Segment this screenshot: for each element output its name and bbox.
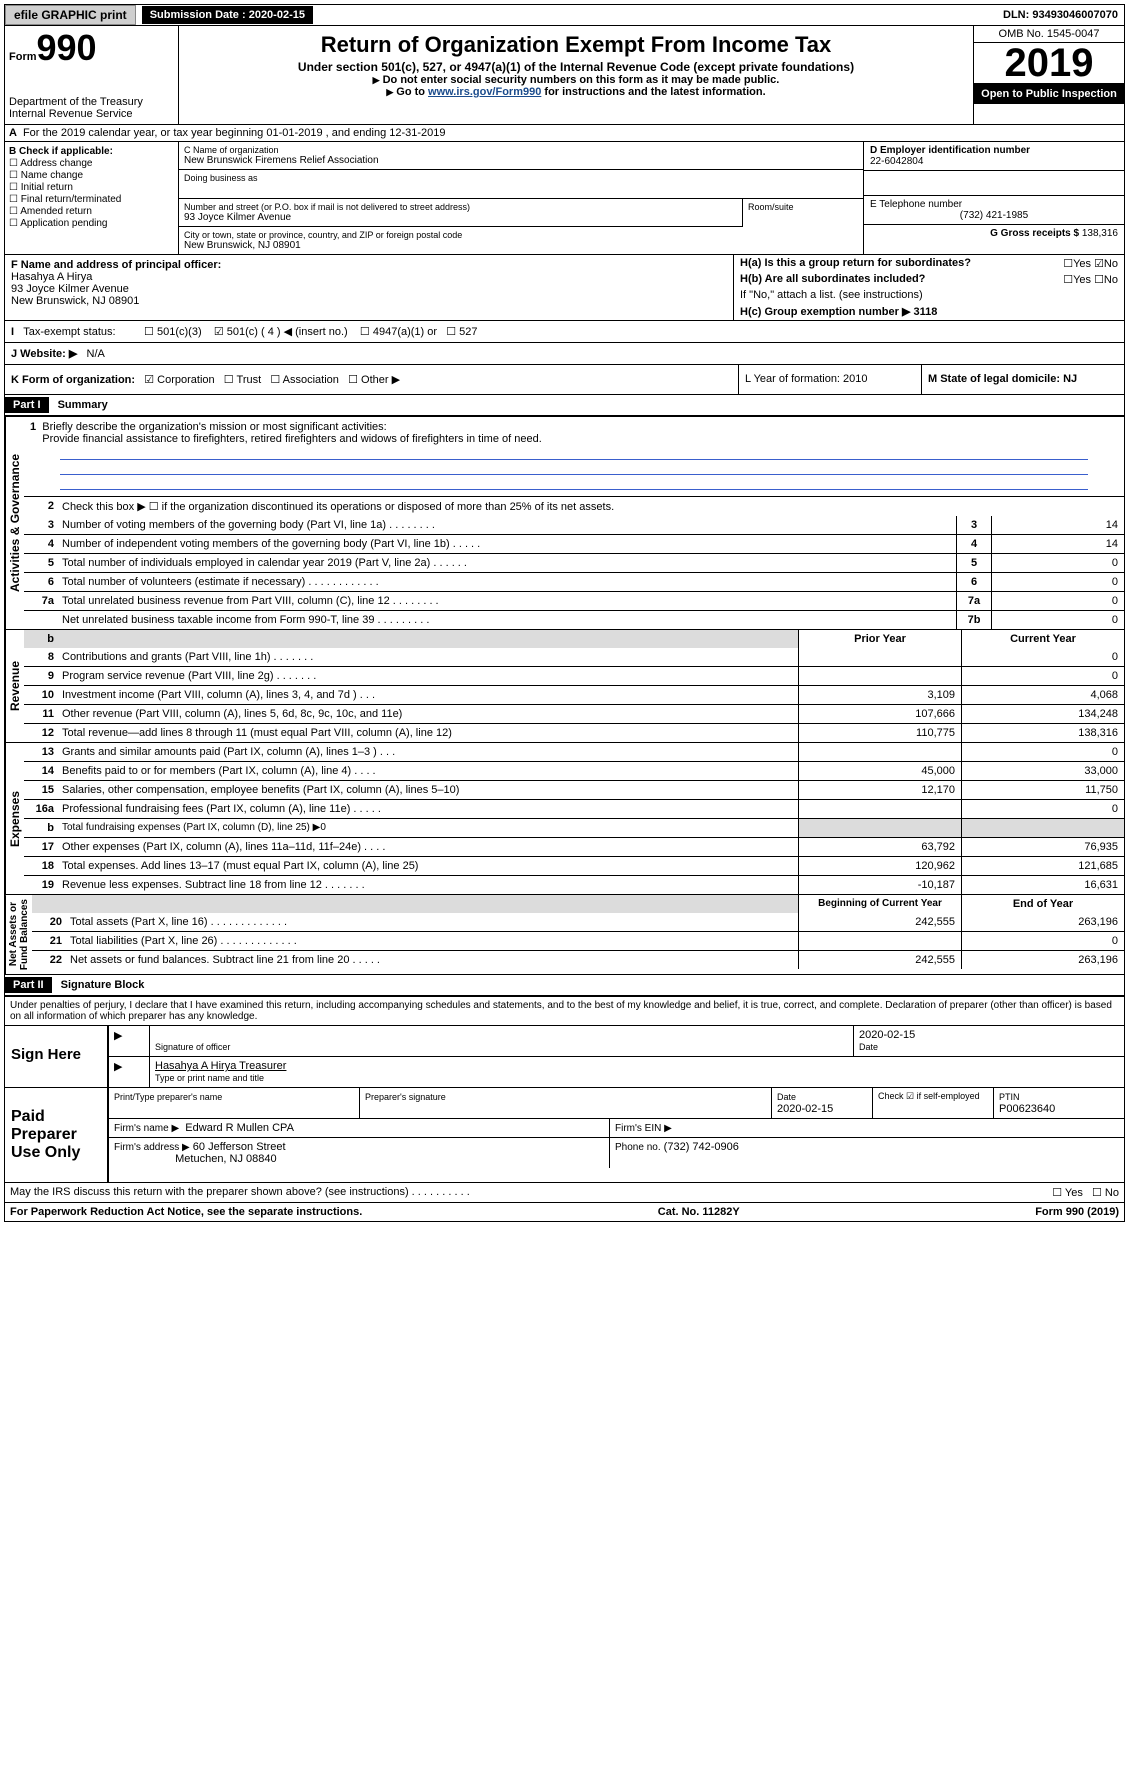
table-row: 8Contributions and grants (Part VIII, li… bbox=[24, 648, 1124, 666]
website-value: N/A bbox=[87, 348, 105, 360]
table-row: 9Program service revenue (Part VIII, lin… bbox=[24, 666, 1124, 685]
form-header: Form990 Department of the Treasury Inter… bbox=[4, 26, 1125, 125]
table-row: 4Number of independent voting members of… bbox=[24, 534, 1124, 553]
footer: For Paperwork Reduction Act Notice, see … bbox=[4, 1203, 1125, 1222]
table-row: 7aTotal unrelated business revenue from … bbox=[24, 591, 1124, 610]
table-row: Net unrelated business taxable income fr… bbox=[24, 610, 1124, 629]
city-state-zip: New Brunswick, NJ 08901 bbox=[184, 240, 858, 251]
telephone: (732) 421-1985 bbox=[870, 210, 1118, 221]
top-bar: efile GRAPHIC print Submission Date : 20… bbox=[4, 4, 1125, 26]
table-row: 21Total liabilities (Part X, line 26) . … bbox=[32, 931, 1124, 950]
state-domicile: M State of legal domicile: NJ bbox=[921, 365, 1124, 394]
table-row: 15Salaries, other compensation, employee… bbox=[24, 780, 1124, 799]
table-row: 10Investment income (Part VIII, column (… bbox=[24, 685, 1124, 704]
row-k-l-m: K Form of organization: ☑ Corporation ☐ … bbox=[4, 365, 1125, 395]
row-f-h: F Name and address of principal officer:… bbox=[4, 255, 1125, 321]
table-row: 17Other expenses (Part IX, column (A), l… bbox=[24, 837, 1124, 856]
table-row: 12Total revenue—add lines 8 through 11 (… bbox=[24, 723, 1124, 742]
firm-phone: (732) 742-0906 bbox=[664, 1141, 739, 1153]
cb-amended[interactable]: ☐ Amended return bbox=[9, 206, 174, 217]
cb-address[interactable]: ☐ Address change bbox=[9, 158, 174, 169]
part2-header: Part II Signature Block bbox=[4, 975, 1125, 997]
website-row: J Website: ▶ N/A bbox=[4, 343, 1125, 365]
form-title: Return of Organization Exempt From Incom… bbox=[183, 32, 969, 58]
table-row: 5Total number of individuals employed in… bbox=[24, 553, 1124, 572]
efile-button[interactable]: efile GRAPHIC print bbox=[5, 5, 136, 25]
table-row: 11Other revenue (Part VIII, column (A), … bbox=[24, 704, 1124, 723]
officer-name: Hasahya A Hirya bbox=[11, 271, 727, 283]
sign-date: 2020-02-15 bbox=[859, 1029, 915, 1041]
room-suite: Room/suite bbox=[743, 199, 863, 227]
section-expenses: Expenses 13Grants and similar amounts pa… bbox=[4, 743, 1125, 895]
ein: 22-6042804 bbox=[870, 156, 1118, 167]
street-address: 93 Joyce Kilmer Avenue bbox=[184, 212, 737, 223]
table-row: 14Benefits paid to or for members (Part … bbox=[24, 761, 1124, 780]
table-row: 22Net assets or fund balances. Subtract … bbox=[32, 950, 1124, 969]
section-governance: Activities & Governance 1 Briefly descri… bbox=[4, 417, 1125, 630]
year-formation: L Year of formation: 2010 bbox=[738, 365, 921, 394]
gross-receipts: 138,316 bbox=[1082, 228, 1118, 239]
table-row: 6Total number of volunteers (estimate if… bbox=[24, 572, 1124, 591]
table-row: 13Grants and similar amounts paid (Part … bbox=[24, 743, 1124, 761]
submission-date: Submission Date : 2020-02-15 bbox=[142, 6, 313, 24]
irs-label: Internal Revenue Service bbox=[9, 108, 174, 120]
firm-address: 60 Jefferson Street bbox=[193, 1141, 286, 1153]
officer-print-name: Hasahya A Hirya Treasurer bbox=[155, 1060, 286, 1072]
col-d-e-g: D Employer identification number 22-6042… bbox=[863, 142, 1124, 254]
tax-exempt-row: I Tax-exempt status: ☐ 501(c)(3) ☑ 501(c… bbox=[4, 321, 1125, 343]
org-name: New Brunswick Firemens Relief Associatio… bbox=[184, 155, 858, 166]
table-row: 20Total assets (Part X, line 16) . . . .… bbox=[32, 913, 1124, 931]
table-row: bTotal fundraising expenses (Part IX, co… bbox=[24, 818, 1124, 837]
firm-name: Edward R Mullen CPA bbox=[185, 1122, 294, 1134]
dept-treasury: Department of the Treasury bbox=[9, 96, 174, 108]
cb-final[interactable]: ☐ Final return/terminated bbox=[9, 194, 174, 205]
vlabel-net-assets: Net Assets orFund Balances bbox=[5, 895, 32, 974]
discuss-row: May the IRS discuss this return with the… bbox=[4, 1183, 1125, 1203]
row-a-period: AFor the 2019 calendar year, or tax year… bbox=[4, 125, 1125, 142]
section-net-assets: Net Assets orFund Balances Beginning of … bbox=[4, 895, 1125, 975]
cb-pending[interactable]: ☐ Application pending bbox=[9, 218, 174, 229]
vlabel-revenue: Revenue bbox=[5, 630, 24, 742]
table-row: 3Number of voting members of the governi… bbox=[24, 516, 1124, 534]
form-number: Form990 bbox=[9, 30, 174, 66]
ptin: P00623640 bbox=[999, 1103, 1055, 1115]
entity-info: B Check if applicable: ☐ Address change … bbox=[4, 142, 1125, 255]
col-c-name-address: C Name of organization New Brunswick Fir… bbox=[179, 142, 863, 254]
penalty-statement: Under penalties of perjury, I declare th… bbox=[4, 997, 1125, 1026]
subtitle-1: Under section 501(c), 527, or 4947(a)(1)… bbox=[183, 60, 969, 74]
table-row: 18Total expenses. Add lines 13–17 (must … bbox=[24, 856, 1124, 875]
vlabel-governance: Activities & Governance bbox=[5, 417, 24, 629]
subtitle-3: Go to www.irs.gov/Form990 for instructio… bbox=[183, 86, 969, 98]
col-b-checkboxes: B Check if applicable: ☐ Address change … bbox=[5, 142, 179, 254]
part1-header: Part I Summary bbox=[4, 395, 1125, 417]
vlabel-expenses: Expenses bbox=[5, 743, 24, 894]
cb-initial[interactable]: ☐ Initial return bbox=[9, 182, 174, 193]
paid-preparer-block: Paid Preparer Use Only Print/Type prepar… bbox=[4, 1088, 1125, 1183]
dln: DLN: 93493046007070 bbox=[1003, 9, 1124, 21]
irs-link[interactable]: www.irs.gov/Form990 bbox=[428, 86, 541, 98]
sign-here-block: Sign Here ▶ Signature of officer 2020-02… bbox=[4, 1026, 1125, 1088]
open-inspection: Open to Public Inspection bbox=[974, 84, 1124, 104]
preparer-date: 2020-02-15 bbox=[777, 1103, 833, 1115]
section-revenue: Revenue b Prior Year Current Year 8Contr… bbox=[4, 630, 1125, 743]
tax-year: 2019 bbox=[974, 43, 1124, 84]
cb-name[interactable]: ☐ Name change bbox=[9, 170, 174, 181]
table-row: 16aProfessional fundraising fees (Part I… bbox=[24, 799, 1124, 818]
subtitle-2: Do not enter social security numbers on … bbox=[183, 74, 969, 86]
table-row: 19Revenue less expenses. Subtract line 1… bbox=[24, 875, 1124, 894]
mission-text: Provide financial assistance to firefigh… bbox=[42, 433, 542, 445]
